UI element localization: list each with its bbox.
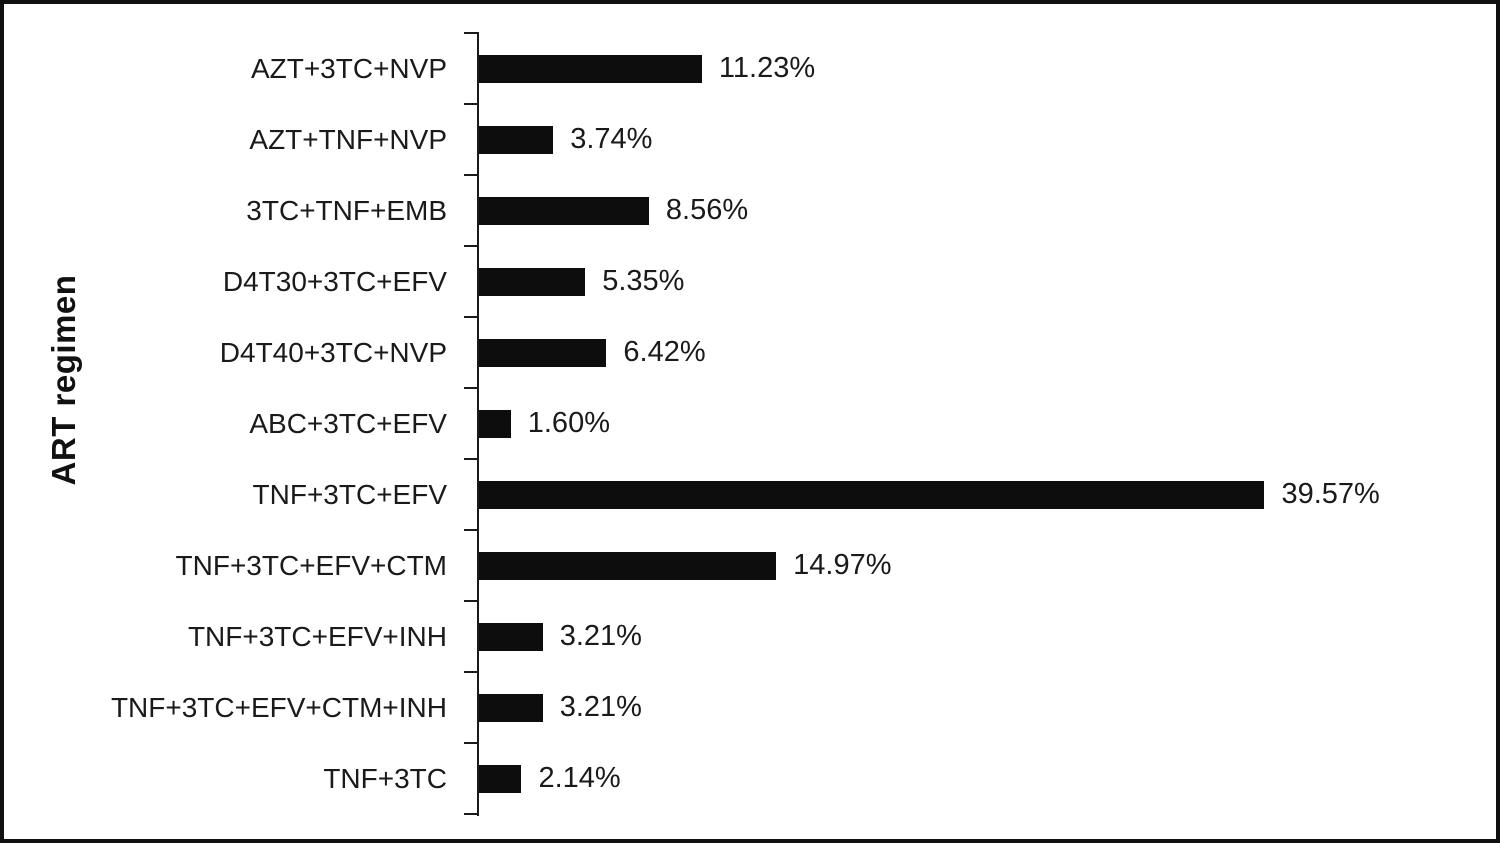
bar xyxy=(479,409,511,438)
chart-area: AZT+3TC+NVP 11.23% AZT+TNF+NVP 3.74% 3TC+TNF… xyxy=(4,32,1496,816)
bar-row: TNF+3TC+EFV+CTM 14.97% xyxy=(4,530,1496,601)
value-label: 3.21% xyxy=(559,691,642,723)
category-label: D4T30+3TC+EFV xyxy=(222,265,447,297)
axis-tick xyxy=(464,387,478,389)
category-label: D4T40+3TC+NVP xyxy=(219,336,447,368)
bar xyxy=(479,622,543,651)
bar xyxy=(479,54,702,83)
bar-row: TNF+3TC 2.14% xyxy=(4,743,1496,814)
bar xyxy=(479,551,777,580)
category-label: AZT+3TC+NVP xyxy=(250,52,447,84)
axis-tick xyxy=(464,742,478,744)
value-label: 6.42% xyxy=(623,336,706,368)
bar-row: TNF+3TC+EFV 39.57% xyxy=(4,459,1496,530)
value-label: 3.74% xyxy=(570,123,653,155)
axis-tick xyxy=(464,671,478,673)
axis-tick xyxy=(464,103,478,105)
value-label: 3.21% xyxy=(559,620,642,652)
bar xyxy=(479,693,543,722)
category-label: TNF+3TC xyxy=(323,762,447,794)
axis-tick xyxy=(464,813,478,815)
bar xyxy=(479,196,649,225)
axis-tick xyxy=(464,245,478,247)
category-label: TNF+3TC+EFV+CTM+INH xyxy=(110,691,447,723)
value-label: 14.97% xyxy=(793,549,892,581)
category-label: ABC+3TC+EFV xyxy=(249,407,447,439)
category-label: 3TC+TNF+EMB xyxy=(246,194,447,226)
bar-row: AZT+TNF+NVP 3.74% xyxy=(4,104,1496,175)
category-label: TNF+3TC+EFV+CTM xyxy=(175,549,447,581)
value-label: 2.14% xyxy=(538,762,621,794)
value-label: 8.56% xyxy=(665,194,749,226)
axis-tick xyxy=(464,174,478,176)
bar xyxy=(479,764,522,793)
y-axis-line xyxy=(477,32,479,816)
bar-row: D4T40+3TC+NVP 6.42% xyxy=(4,317,1496,388)
bar-row: TNF+3TC+EFV+INH 3.21% xyxy=(4,601,1496,672)
axis-tick xyxy=(464,600,478,602)
axis-tick xyxy=(464,32,478,34)
bar-row: TNF+3TC+EFV+CTM+INH 3.21% xyxy=(4,672,1496,743)
axis-tick xyxy=(464,316,478,318)
bar xyxy=(479,267,586,296)
value-label: 39.57% xyxy=(1281,478,1380,510)
bar-row: 3TC+TNF+EMB 8.56% xyxy=(4,175,1496,246)
bar xyxy=(479,338,607,367)
bar-row: ABC+3TC+EFV 1.60% xyxy=(4,388,1496,459)
value-label: 1.60% xyxy=(527,407,610,439)
category-label: AZT+TNF+NVP xyxy=(249,123,447,155)
category-label: TNF+3TC+EFV+INH xyxy=(187,620,447,652)
bar xyxy=(479,125,554,154)
bar-row: D4T30+3TC+EFV 5.35% xyxy=(4,246,1496,317)
axis-tick xyxy=(464,458,478,460)
value-label: 11.23% xyxy=(718,52,816,84)
axis-tick xyxy=(464,529,478,531)
category-label: TNF+3TC+EFV xyxy=(252,478,447,510)
bar-row: AZT+3TC+NVP 11.23% xyxy=(4,33,1496,104)
value-label: 5.35% xyxy=(602,265,685,297)
bar xyxy=(479,480,1265,509)
